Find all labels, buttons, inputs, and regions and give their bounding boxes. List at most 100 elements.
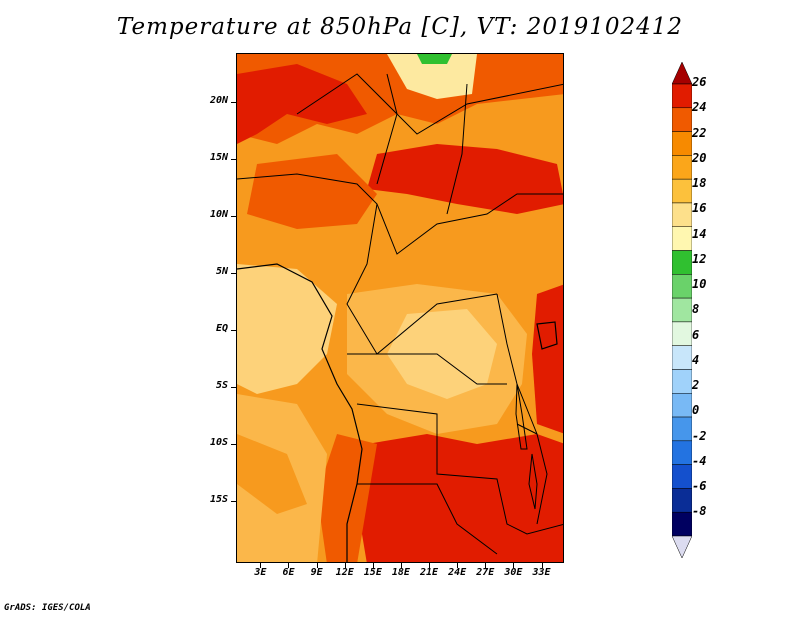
lat-tick — [231, 330, 236, 332]
colorbar-swatch — [672, 202, 692, 227]
lat-tick-label: 5N — [215, 266, 228, 278]
field-south-hot — [357, 434, 563, 562]
lon-tick — [372, 563, 374, 568]
border-5 — [346, 203, 498, 355]
lon-tick-label: 18E — [391, 567, 410, 578]
border-10 — [516, 423, 548, 525]
lon-tick — [485, 563, 487, 568]
lat-tick-label: 10N — [209, 209, 228, 221]
colorbar-label: -2 — [692, 428, 707, 443]
lon-tick — [344, 563, 346, 568]
colorbar-label: 14 — [692, 226, 707, 241]
lon-tick — [260, 563, 262, 568]
colorbar-swatch — [672, 488, 692, 513]
lon-tick-label: 9E — [310, 567, 323, 578]
lat-tick-label: 5S — [215, 380, 228, 392]
border-7 — [347, 353, 507, 385]
lon-tick-label: 12E — [335, 567, 354, 578]
lon-tick — [513, 563, 515, 568]
lon-tick — [288, 563, 290, 568]
field-north-cool — [387, 54, 477, 99]
border-9 — [357, 483, 498, 555]
colorbar-label: -6 — [692, 479, 707, 494]
lat-tick — [231, 444, 236, 446]
colorbar — [672, 62, 692, 558]
colorbar-swatch — [672, 83, 692, 109]
lat-tick — [231, 387, 236, 389]
credit-text: GrADS: IGES/COLA — [4, 603, 91, 613]
field-east-red — [532, 284, 563, 434]
colorbar-label: 12 — [692, 251, 707, 266]
colorbar-label: 6 — [692, 327, 700, 342]
colorbar-swatch — [672, 393, 692, 418]
lat-tick — [231, 273, 236, 275]
lon-tick-label: 24E — [448, 567, 467, 578]
border-3 — [446, 83, 468, 215]
colorbar-swatch — [672, 345, 692, 370]
colorbar-swatch — [672, 416, 692, 442]
chart-title: Temperature at 850hPa [C], VT: 201910241… — [116, 14, 684, 40]
lon-tick-label: 33E — [532, 567, 551, 578]
field-congo-pale — [387, 309, 497, 399]
lat-tick-label: 10S — [209, 437, 228, 449]
temperature-map — [236, 53, 564, 563]
lat-tick — [231, 501, 236, 503]
field-sahel-orange — [247, 154, 377, 229]
lat-tick-label: EQ — [215, 323, 228, 335]
lon-tick — [457, 563, 459, 568]
colorbar-top-arrow — [672, 62, 692, 85]
lake-tanganyika — [515, 383, 528, 450]
lat-tick — [231, 102, 236, 104]
colorbar-label: -4 — [692, 453, 707, 468]
border-6 — [496, 293, 538, 435]
colorbar-swatch — [672, 274, 692, 299]
colorbar-swatch — [672, 178, 692, 204]
colorbar-swatch — [672, 321, 692, 346]
lon-tick — [316, 563, 318, 568]
colorbar-label: 8 — [692, 302, 700, 317]
colorbar-label: -8 — [692, 504, 707, 519]
colorbar-swatch — [672, 511, 692, 537]
field-north-hot — [237, 64, 367, 144]
colorbar-bottom-arrow — [672, 535, 692, 558]
colorbar-label: 16 — [692, 201, 707, 216]
colorbar-label: 2 — [692, 378, 700, 393]
field-north-green — [417, 54, 452, 64]
lon-tick-label: 3E — [254, 567, 267, 578]
lon-tick-label: 27E — [476, 567, 495, 578]
lon-tick-label: 6E — [282, 567, 295, 578]
field-ocean-sw-band — [237, 434, 307, 514]
border-4 — [296, 73, 563, 135]
lon-tick — [541, 563, 543, 568]
colorbar-swatch — [672, 226, 692, 251]
colorbar-label: 24 — [692, 100, 707, 115]
colorbar-label: 18 — [692, 176, 707, 190]
lat-tick — [231, 159, 236, 161]
colorbar-swatch — [672, 107, 692, 132]
colorbar-label: 4 — [692, 352, 700, 367]
border-1 — [237, 173, 563, 255]
lon-tick-label: 21E — [420, 567, 439, 578]
lon-tick-label: 15E — [363, 567, 382, 578]
colorbar-swatch — [672, 131, 692, 156]
colorbar-swatch — [672, 369, 692, 394]
lat-tick-label: 20N — [209, 95, 228, 107]
colorbar-label: 22 — [692, 125, 707, 140]
field-south-orange — [317, 434, 377, 562]
lon-tick — [400, 563, 402, 568]
field-west-coast-yellow — [237, 264, 337, 394]
lat-tick — [231, 216, 236, 218]
lake-malawi — [528, 453, 538, 510]
colorbar-swatch — [672, 250, 692, 275]
border-8 — [356, 403, 563, 535]
lake-victoria — [536, 321, 558, 350]
coastline — [237, 263, 363, 562]
colorbar-swatch — [672, 440, 692, 465]
colorbar-label: 10 — [692, 277, 707, 291]
colorbar-label: 26 — [692, 75, 707, 89]
lon-tick-label: 30E — [504, 567, 523, 578]
colorbar-label: 20 — [692, 150, 707, 165]
colorbar-swatch — [672, 297, 692, 323]
lon-tick — [429, 563, 431, 568]
colorbar-label: 0 — [692, 403, 700, 418]
